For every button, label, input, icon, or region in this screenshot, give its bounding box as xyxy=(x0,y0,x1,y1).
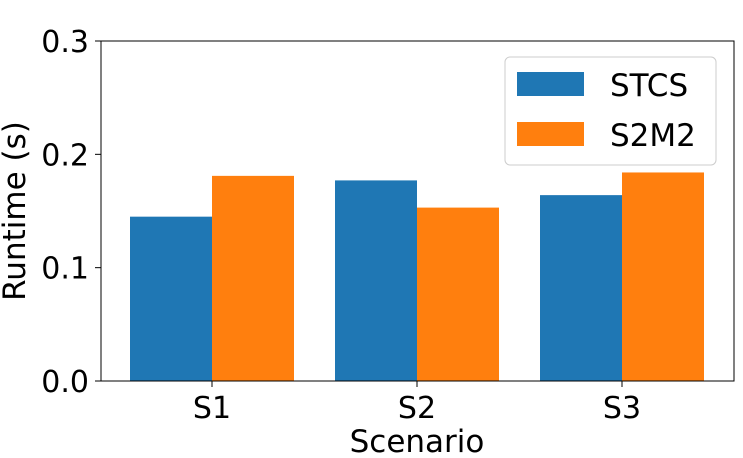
x-tick-label: S1 xyxy=(193,391,231,426)
y-tick-label: 0.0 xyxy=(41,365,89,400)
bar-s2m2-s2 xyxy=(417,207,499,381)
bars-layer xyxy=(130,172,704,381)
bar-s2m2-s3 xyxy=(622,172,704,381)
x-axis: S1 S2 S3 xyxy=(193,381,641,426)
bar-s2m2-s1 xyxy=(212,175,294,381)
y-tick-label: 0.3 xyxy=(41,25,89,60)
bar-stcs-s2 xyxy=(335,180,417,381)
legend-swatch-stcs xyxy=(517,72,584,96)
x-tick-label: S3 xyxy=(603,391,641,426)
legend-label-s2m2: S2M2 xyxy=(610,118,696,154)
x-axis-label: Scenario xyxy=(350,424,485,458)
y-axis-label: Runtime (s) xyxy=(0,121,33,301)
legend: STCS S2M2 xyxy=(504,56,717,166)
x-tick-label: S2 xyxy=(398,391,436,426)
legend-label-stcs: STCS xyxy=(610,68,688,104)
y-tick-label: 0.2 xyxy=(41,138,89,173)
legend-swatch-s2m2 xyxy=(517,122,584,146)
y-axis: 0.0 0.1 0.2 0.3 xyxy=(41,25,101,400)
bar-stcs-s3 xyxy=(540,195,622,381)
bar-stcs-s1 xyxy=(130,216,212,381)
y-tick-label: 0.1 xyxy=(41,252,89,287)
